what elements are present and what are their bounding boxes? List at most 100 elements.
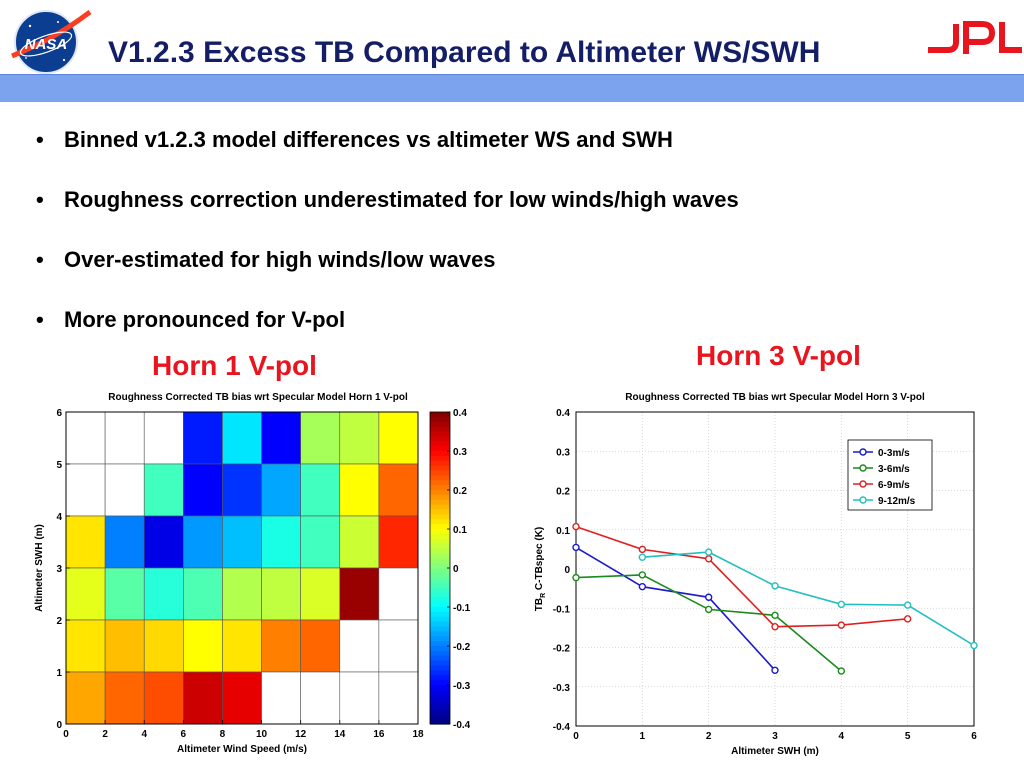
y-tick-label: -0.4 xyxy=(553,722,571,733)
x-tick-label: 5 xyxy=(905,731,911,742)
heatmap-cell xyxy=(222,463,262,517)
x-tick-label: 4 xyxy=(141,729,147,740)
heatmap-cell xyxy=(183,671,223,725)
colorbar-tick-label: 0.4 xyxy=(453,408,467,419)
colorbar-tick-label: 0 xyxy=(453,564,459,575)
colorbar-segment xyxy=(430,592,450,598)
data-point xyxy=(704,555,713,563)
series-line xyxy=(575,525,908,628)
data-point xyxy=(638,582,647,591)
data-point xyxy=(903,615,912,623)
heatmap-cell xyxy=(65,671,106,725)
heatmap-cell xyxy=(300,463,341,517)
colorbar-segment xyxy=(430,660,450,667)
colorbar-segment xyxy=(430,421,450,428)
data-point xyxy=(970,641,978,650)
colorbar-tick-label: 0.3 xyxy=(453,447,467,458)
nasa-logo: NASA xyxy=(11,9,92,74)
colorbar-segment xyxy=(430,514,450,520)
heatmap-cell xyxy=(104,411,145,465)
plot-frame xyxy=(575,411,975,727)
colorbar-segment xyxy=(430,602,450,608)
heatmap-cell xyxy=(261,671,301,725)
x-tick-label: 1 xyxy=(640,731,646,742)
colorbar-segment xyxy=(430,607,450,613)
colorbar-tick-label: -0.4 xyxy=(453,720,471,731)
x-axis-label: Altimeter SWH (m) xyxy=(731,746,819,757)
colorbar-segment xyxy=(430,538,450,545)
colorbar-segment xyxy=(430,436,450,442)
x-tick-label: 18 xyxy=(412,729,424,740)
y-tick-label: 3 xyxy=(56,564,62,575)
series-line xyxy=(642,551,975,647)
colorbar-segment xyxy=(430,680,450,686)
heatmap-cell xyxy=(143,671,184,725)
heatmap-cell xyxy=(378,671,419,725)
colorbar-segment xyxy=(430,533,450,540)
colorbar-segment xyxy=(430,470,450,476)
heatmap-cell xyxy=(65,463,106,517)
chart-title: Roughness Corrected TB bias wrt Specular… xyxy=(108,392,408,403)
data-point xyxy=(771,666,779,674)
heatmap-cell xyxy=(261,619,301,673)
heatmap-cell xyxy=(261,463,301,517)
colorbar-segment xyxy=(430,626,450,632)
heatmap-cell xyxy=(65,567,106,621)
colorbar-segment xyxy=(430,587,450,593)
y-axis-label: Altimeter SWH (m) xyxy=(34,524,45,612)
colorbar-segment xyxy=(430,451,450,457)
colorbar-segment xyxy=(430,529,450,535)
colorbar-segment xyxy=(430,558,450,564)
colorbar-segment xyxy=(430,572,450,579)
heatmap-cell xyxy=(378,567,419,621)
line-chart: Roughness Corrected TB bias wrt Specular… xyxy=(534,392,978,757)
bullet-item: Binned v1.2.3 model differences vs altim… xyxy=(36,120,739,180)
heatmap-cell xyxy=(339,567,380,621)
data-point xyxy=(704,593,713,601)
heatmap-cell xyxy=(104,515,145,569)
heatmap-cell xyxy=(261,515,301,569)
horn3-label: Horn 3 V-pol xyxy=(696,340,861,371)
colorbar-segment xyxy=(430,490,450,496)
chart-title: Roughness Corrected TB bias wrt Specular… xyxy=(625,392,925,403)
heatmap-cell xyxy=(339,463,380,517)
data-point xyxy=(837,600,846,609)
colorbar-segment xyxy=(430,665,450,671)
heatmap-cell xyxy=(339,619,380,673)
colorbar-segment xyxy=(430,689,450,696)
heatmap-cell xyxy=(183,515,223,569)
data-point xyxy=(837,621,846,629)
colorbar-segment xyxy=(430,641,450,647)
y-tick-label: 0 xyxy=(56,720,62,731)
y-tick-label: 0.3 xyxy=(556,447,570,458)
colorbar-segment xyxy=(430,704,450,710)
colorbar-segment xyxy=(430,524,450,530)
heatmap-cell xyxy=(222,515,262,569)
colorbar-segment xyxy=(430,480,450,486)
heatmap-cell xyxy=(222,619,262,673)
heatmap-cell xyxy=(65,619,106,673)
data-point xyxy=(704,548,713,556)
colorbar-segment xyxy=(430,616,450,623)
colorbar-segment xyxy=(430,670,450,676)
heatmap-cell xyxy=(222,411,262,465)
heatmap-cell xyxy=(104,463,145,517)
data-point xyxy=(771,611,779,620)
data-point xyxy=(771,582,779,590)
y-tick-label: 1 xyxy=(56,668,62,679)
colorbar-segment xyxy=(430,650,450,657)
x-tick-label: 2 xyxy=(102,729,108,740)
colorbar-tick-label: -0.1 xyxy=(453,603,471,614)
heatmap-cell xyxy=(378,463,419,517)
colorbar-segment xyxy=(430,504,450,511)
heatmap-cell xyxy=(300,515,341,569)
heatmap-cell xyxy=(378,411,419,465)
heatmap-cell xyxy=(104,671,145,725)
legend-marker xyxy=(859,496,867,504)
heatmap-cell xyxy=(143,411,184,465)
legend-label: 0-3m/s xyxy=(878,448,910,459)
x-tick-label: 14 xyxy=(334,729,346,740)
heatmap-cell xyxy=(143,515,184,569)
bullet-item: Roughness correction underestimated for … xyxy=(36,180,739,240)
colorbar-segment xyxy=(430,719,450,725)
